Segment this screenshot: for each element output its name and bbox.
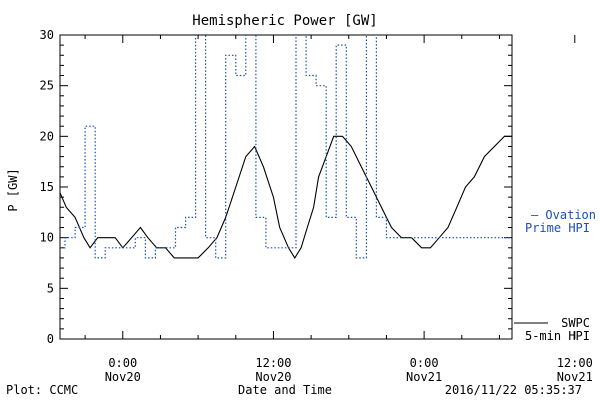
plot-area — [60, 35, 512, 259]
chart-title: Hemispheric Power [GW] — [192, 13, 377, 29]
swpc-label-line2: 5-min HPI — [525, 329, 590, 343]
x-tick-time-label: 0:00 — [410, 356, 439, 370]
swpc-label-line1: SWPC — [561, 316, 590, 330]
y-tick-label: 15 — [40, 180, 54, 194]
x-tick-date-label: Nov21 — [406, 370, 442, 384]
y-tick-label: 20 — [40, 129, 54, 143]
x-tick-time-label: 12:00 — [557, 356, 593, 370]
x-tick-date-label: Nov21 — [557, 370, 593, 384]
plot-frame — [59, 34, 513, 340]
series-line-ovation-prime-hpi — [60, 35, 512, 259]
y-axis-label: P [GW] — [6, 168, 20, 211]
y-tick-label: 0 — [47, 332, 54, 346]
y-tick-label: 25 — [40, 79, 54, 93]
ovation-label-line2: Prime HPI — [525, 221, 590, 235]
x-tick-time-label: 12:00 — [255, 356, 291, 370]
plot-credit: Plot: CCMC — [6, 383, 78, 397]
y-tick-label: 10 — [40, 231, 54, 245]
x-axis: 12:00Nov190:00Nov2012:00Nov200:00Nov2112… — [84, 35, 593, 384]
x-tick-date-label: Nov20 — [255, 370, 291, 384]
y-tick-label: 30 — [40, 28, 54, 42]
x-axis-label: Date and Time — [238, 383, 332, 397]
series-line-swpc-hpi — [60, 135, 512, 259]
y-axis: 0 5 10 15 20 25 30 — [40, 28, 512, 346]
timestamp: 2016/11/22 05:35:37 — [445, 383, 582, 397]
x-tick-time-label: 0:00 — [108, 356, 137, 370]
y-tick-label: 5 — [47, 281, 54, 295]
x-tick-date-label: Nov20 — [105, 370, 141, 384]
ovation-label-line1: – Ovation — [531, 208, 596, 222]
